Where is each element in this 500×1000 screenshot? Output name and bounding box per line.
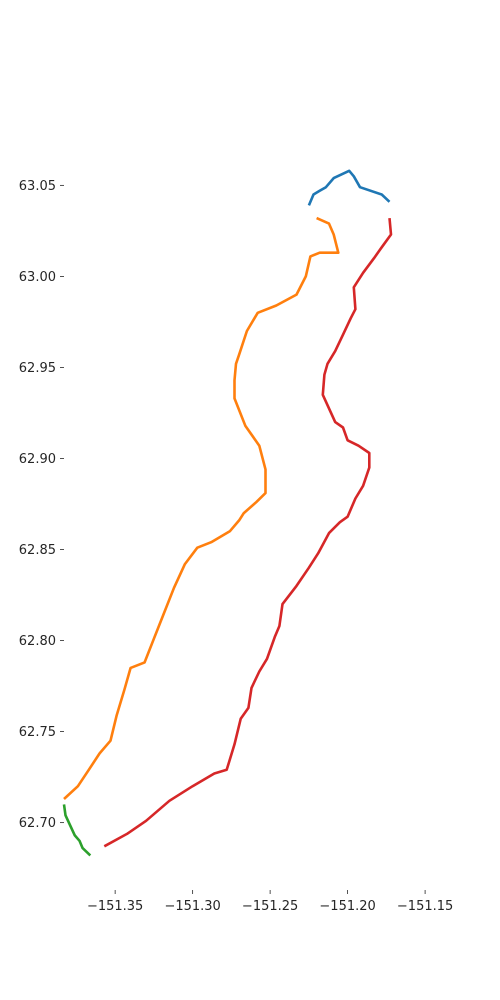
y-tick-label: 62.85 (19, 543, 56, 558)
x-tick-label: −151.35 (87, 899, 143, 914)
y-tick-label: 62.80 (19, 634, 56, 649)
series-layer (62, 169, 393, 857)
x-axis: −151.35 −151.30 −151.25 −151.20 −151.15 (87, 890, 453, 914)
x-tick-label: −151.20 (319, 899, 375, 914)
y-tick-label: 62.70 (19, 816, 56, 831)
y-axis: 63.05 63.00 62.95 62.90 62.85 62.80 62.75 62.70 (19, 179, 64, 831)
series-line-4 (103, 217, 393, 848)
y-tick-label: 63.00 (19, 270, 56, 285)
series-line-3 (62, 804, 92, 857)
y-tick-label: 62.95 (19, 361, 56, 376)
x-tick-label: −151.30 (164, 899, 220, 914)
series-line-2 (63, 216, 340, 800)
x-tick-label: −151.25 (242, 899, 298, 914)
y-tick-label: 62.90 (19, 452, 56, 467)
y-tick-label: 62.75 (19, 725, 56, 740)
y-tick-label: 63.05 (19, 179, 56, 194)
x-tick-label: −151.15 (397, 899, 453, 914)
series-line-1 (307, 169, 391, 206)
